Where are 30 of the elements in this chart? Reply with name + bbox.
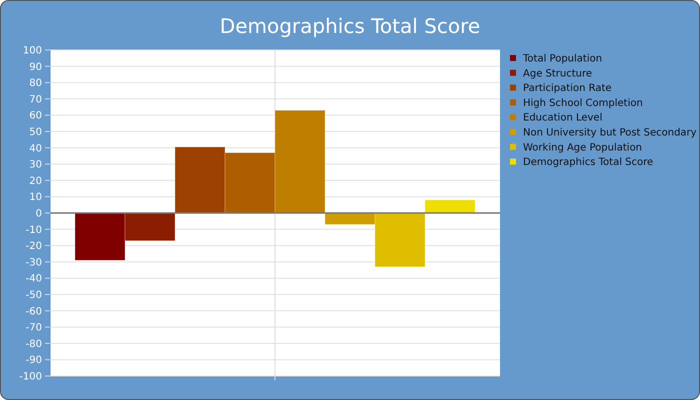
y-tick-label: 20 (29, 176, 42, 187)
y-tick-label: 50 (29, 127, 42, 138)
legend-label: Age Structure (523, 68, 592, 80)
y-tick-label: 100 (22, 46, 42, 56)
y-tick-label: 0 (36, 208, 42, 220)
y-tick-label: -70 (26, 322, 42, 334)
y-tick-label: 90 (29, 62, 42, 73)
legend-label: Total Population (522, 54, 602, 64)
y-tick-label: -60 (26, 306, 42, 318)
y-tick-label: -10 (26, 224, 42, 236)
y-tick-label: -20 (26, 241, 42, 252)
legend-label: Participation Rate (523, 83, 612, 94)
legend-label: High School Completion (523, 98, 643, 109)
y-tick-label: -40 (26, 274, 42, 285)
y-tick-label: -30 (26, 257, 42, 268)
chart-title: Demographics Total Score (220, 14, 480, 38)
legend-label: Non University but Post Secondary (523, 128, 697, 138)
y-tick-label: -90 (26, 355, 42, 366)
y-tick-label: -50 (26, 290, 42, 301)
legend-label: Demographics Total Score (523, 157, 654, 168)
y-tick-label: 70 (29, 94, 42, 106)
y-tick-label: 40 (29, 143, 42, 154)
legend-label: Education Level (523, 112, 602, 124)
y-tick-label: 80 (29, 78, 42, 90)
y-tick-label: 10 (29, 192, 42, 204)
y-tick-label: 30 (29, 160, 42, 171)
legend-label: Working Age Population (523, 142, 642, 154)
y-tick-label: 60 (29, 110, 42, 122)
y-tick-label: -80 (26, 338, 42, 350)
y-tick-label: -100 (19, 372, 42, 382)
